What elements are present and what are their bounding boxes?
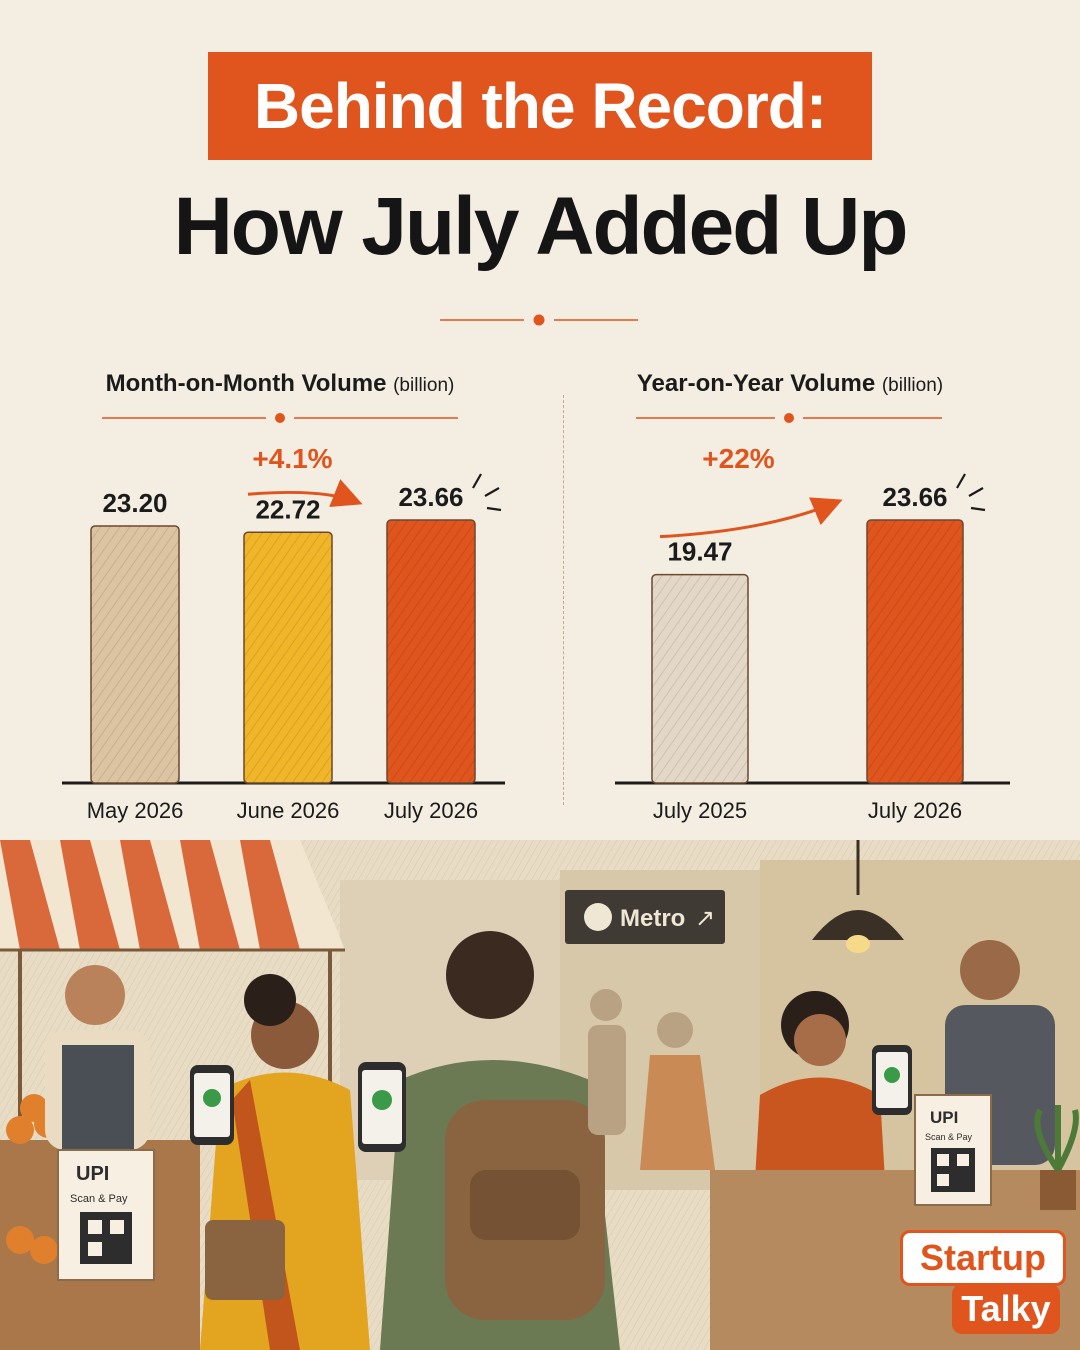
woman-yellow-figure [200,974,370,1350]
mom-tick-label-1: May 2026 [87,798,184,823]
mom-value-label-3: 23.66 [398,482,463,512]
mom-chart-title: Month-on-Month Volume (billion) [60,370,500,398]
upi-logo-left: UPI [76,1163,109,1185]
yoy-value-label-1: 19.47 [667,537,732,567]
yoy-tick-label-1: July 2025 [653,798,747,823]
mom-value-label-2: 22.72 [255,494,320,524]
scan-pay-left: Scan & Pay [70,1193,128,1205]
yoy-bar-hatch-1 [652,574,748,783]
market-awning [0,840,345,1260]
mom-change-label: +4.1% [252,443,332,474]
yoy-chart-title: Year-on-Year Volume (billion) [565,370,1015,398]
man-backpack-figure [380,931,620,1350]
hanging-lamp-icon [812,840,904,953]
yoy-title-rule [636,413,942,423]
yoy-title-text: Year-on-Year Volume [636,370,876,397]
mom-tick-label-2: June 2026 [237,798,340,823]
yoy-change-label: +22% [702,443,774,474]
yoy-sparkle-1 [956,473,966,489]
mom-sparkle-1 [472,473,482,489]
commuters [588,989,715,1170]
yoy-value-label-2: 23.66 [882,482,947,512]
title-ornament [440,314,638,326]
chart-divider [563,395,564,805]
upi-logo-right: UPI [930,1108,958,1127]
vendor-figure [45,965,150,1150]
mom-bar-hatch-2 [244,532,332,783]
title-banner: Behind the Record: [208,52,872,160]
upi-sign-right: UPI Scan & Pay [914,1094,992,1206]
mom-growth-arrow [247,479,363,508]
scan-pay-right: Scan & Pay [925,1132,973,1142]
phone-left [190,1065,234,1145]
yoy-bar-hatch-2 [867,520,963,783]
yoy-sparkle-2 [968,487,984,497]
title-line-1: Behind the Record: [253,70,827,142]
mom-sparkle-2 [484,487,500,497]
metro-sign: Metro ↗ [565,890,725,944]
mom-tick-label-3: July 2026 [384,798,478,823]
yoy-growth-arrow [659,497,843,539]
mom-value-label-1: 23.20 [102,488,167,518]
mom-title-text: Month-on-Month Volume [105,370,387,397]
metro-arrow-icon: ↗ [695,905,715,932]
mom-title-rule [102,413,458,423]
startuptalky-logo: Startup Talky [900,1230,1068,1342]
yoy-sparkle-3 [970,506,986,512]
logo-line-2: Talky [952,1284,1060,1334]
mom-bar-hatch-1 [91,526,179,783]
upi-sign-left: UPI Scan & Pay [57,1149,155,1281]
metro-sign-label: Metro [620,905,685,932]
phone-middle [358,1062,406,1152]
title-line-2: How July Added Up [173,181,909,272]
mom-unit-label: (billion) [393,375,455,396]
yoy-tick-label-2: July 2026 [868,798,962,823]
yoy-unit-label: (billion) [881,375,944,396]
potted-plant-icon [1034,1105,1079,1210]
logo-line-1: Startup [900,1230,1066,1286]
mom-bar-hatch-3 [387,520,475,783]
mom-sparkle-3 [486,506,502,512]
bar-charts: 23.20 May 2026 22.72 June 2026 23.66 July 202… [62,443,1010,823]
phone-right [872,1045,912,1115]
